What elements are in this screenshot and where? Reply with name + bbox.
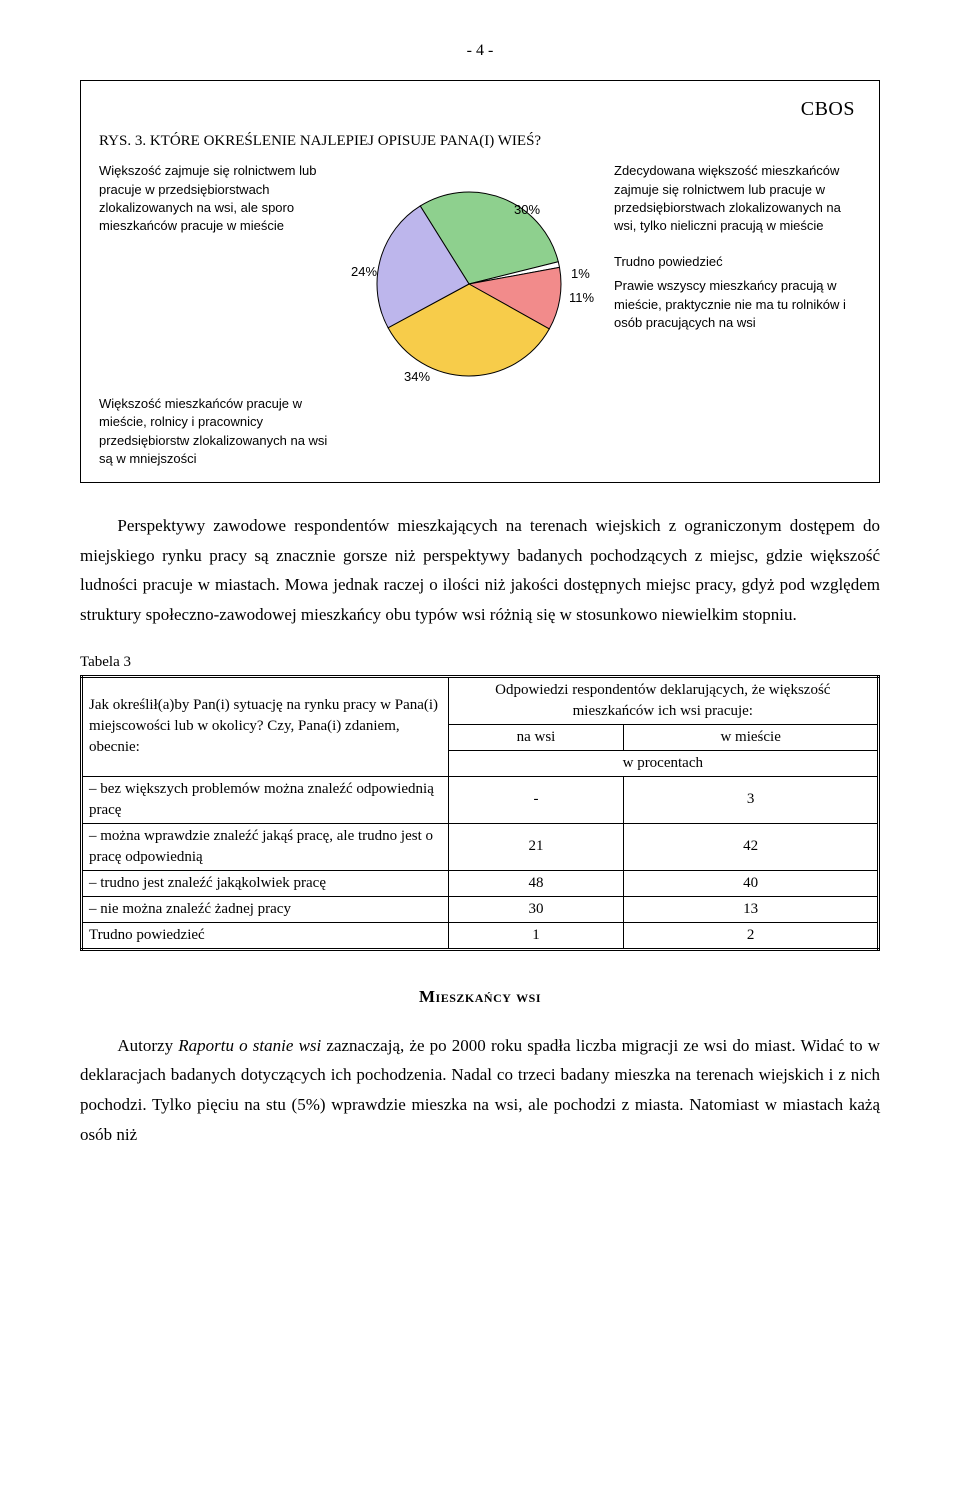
table-cell: 2 (624, 922, 879, 949)
table-row-label: – nie można znaleźć żadnej pracy (82, 896, 449, 922)
legend-right-mid1: Trudno powiedzieć (614, 253, 859, 271)
body-paragraph-1-text: Perspektywy zawodowe respondentów mieszk… (80, 516, 880, 624)
legend-right-top: Zdecydowana większość mieszkańców zajmuj… (614, 162, 859, 235)
pie-svg: 30% 1% 11% 34% 24% (339, 166, 604, 401)
page-number: - 4 - (80, 40, 880, 62)
table-cell: 42 (624, 823, 879, 870)
table-row-header: Jak określił(a)by Pan(i) sytuację na ryn… (82, 676, 449, 776)
legend-left-bottom: Większość mieszkańców pracuje w mieście,… (99, 395, 329, 468)
table-cell: 30 (448, 896, 624, 922)
pie-slice-label: 24% (351, 264, 377, 279)
table-col1: na wsi (448, 724, 624, 750)
legend-left-top: Większość zajmuje się rolnictwem lub pra… (99, 162, 329, 235)
table-unit: w procentach (448, 750, 878, 776)
pie-slice-label: 34% (404, 369, 430, 384)
table-cell: 40 (624, 870, 879, 896)
pie-slice-label: 30% (514, 202, 540, 217)
table-row-label: – trudno jest znaleźć jakąkolwiek pracę (82, 870, 449, 896)
legend-right-mid2: Prawie wszyscy mieszkańcy pracują w mieś… (614, 277, 859, 332)
pie-chart: 30% 1% 11% 34% 24% (339, 162, 604, 401)
table-label: Tabela 3 (80, 652, 880, 673)
table-row-label: – można wprawdzie znaleźć jakąś pracę, a… (82, 823, 449, 870)
section-heading: Mieszkańcy wsi (80, 985, 880, 1009)
pie-slice-label: 11% (569, 290, 594, 305)
p2-prefix: Autorzy (117, 1036, 178, 1055)
table-row-label: – bez większych problemów można znaleźć … (82, 776, 449, 823)
figure-right-column: Zdecydowana większość mieszkańców zajmuj… (614, 162, 859, 332)
table-cell: 1 (448, 922, 624, 949)
figure-content: Większość zajmuje się rolnictwem lub pra… (99, 162, 861, 468)
table-cell: 13 (624, 896, 879, 922)
table-cell: - (448, 776, 624, 823)
p2-italic: Raportu o stanie wsi (178, 1036, 321, 1055)
body-paragraph-2: Autorzy Raportu o stanie wsi zaznaczają,… (80, 1031, 880, 1150)
table-cell: 21 (448, 823, 624, 870)
figure-box: CBOS RYS. 3. KTÓRE OKREŚLENIE NAJLEPIEJ … (80, 80, 880, 483)
data-table: Jak określił(a)by Pan(i) sytuację na ryn… (80, 675, 880, 951)
figure-title: RYS. 3. KTÓRE OKREŚLENIE NAJLEPIEJ OPISU… (99, 131, 861, 152)
table-cell: 3 (624, 776, 879, 823)
table-row-label: Trudno powiedzieć (82, 922, 449, 949)
pie-slice-label: 1% (571, 266, 590, 281)
table-col2: w mieście (624, 724, 879, 750)
cbos-label: CBOS (99, 95, 855, 123)
table-cell: 48 (448, 870, 624, 896)
body-paragraph-1: Perspektywy zawodowe respondentów mieszk… (80, 511, 880, 630)
figure-left-column: Większość zajmuje się rolnictwem lub pra… (99, 162, 329, 468)
table-col-top: Odpowiedzi respondentów deklarujących, ż… (448, 676, 878, 724)
